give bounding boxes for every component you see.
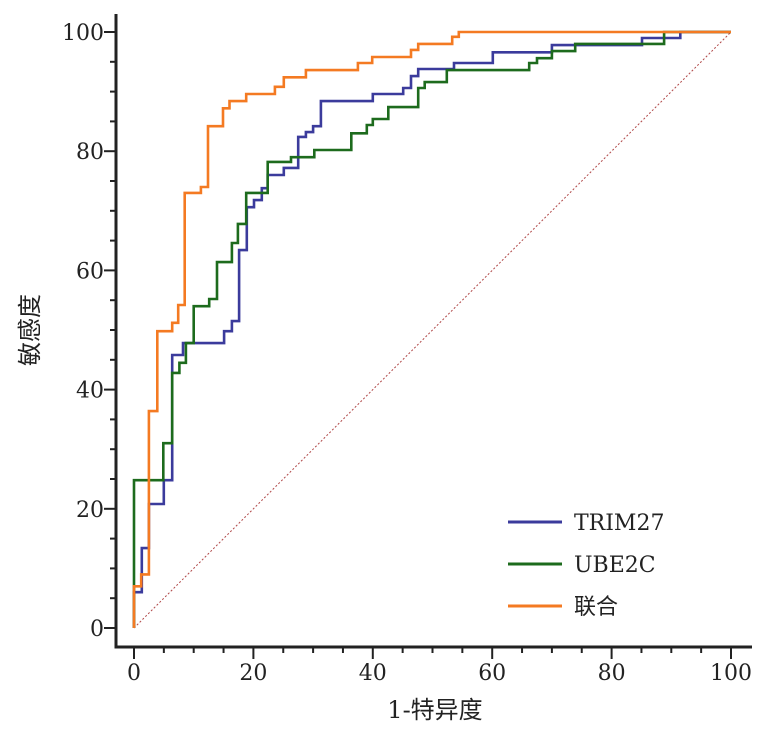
legend-label: TRIM27: [574, 511, 664, 536]
x-tick-label: 20: [239, 661, 267, 686]
y-tick-label: 40: [76, 379, 104, 404]
x-tick-label: 60: [478, 661, 506, 686]
plot-area: [132, 30, 732, 629]
roc-curve-联合: [132, 30, 731, 628]
y-axis-label: 敏感度: [16, 294, 44, 366]
y-tick-label: 0: [90, 617, 104, 642]
x-tick-label: 80: [598, 661, 626, 686]
y-tick-label: 80: [76, 140, 104, 165]
y-tick-label: 20: [76, 498, 104, 523]
legend-label: 联合: [574, 595, 618, 620]
roc-curve-UBE2C: [132, 30, 731, 628]
x-tick-label: 0: [127, 661, 141, 686]
x-tick-label: 40: [359, 661, 387, 686]
y-tick-label: 100: [62, 21, 104, 46]
x-axis-label: 1-特异度: [387, 696, 482, 724]
legend: TRIM27 UBE2C 联合: [508, 511, 664, 620]
axes: 0 20 40 60 80 100 0 20 40 60 80 100: [62, 14, 752, 686]
x-tick-label: 100: [710, 661, 752, 686]
reference-diagonal-line: [133, 31, 732, 629]
y-tick-label: 60: [76, 259, 104, 284]
roc-curve-TRIM27: [132, 30, 731, 628]
legend-label: UBE2C: [574, 553, 656, 578]
